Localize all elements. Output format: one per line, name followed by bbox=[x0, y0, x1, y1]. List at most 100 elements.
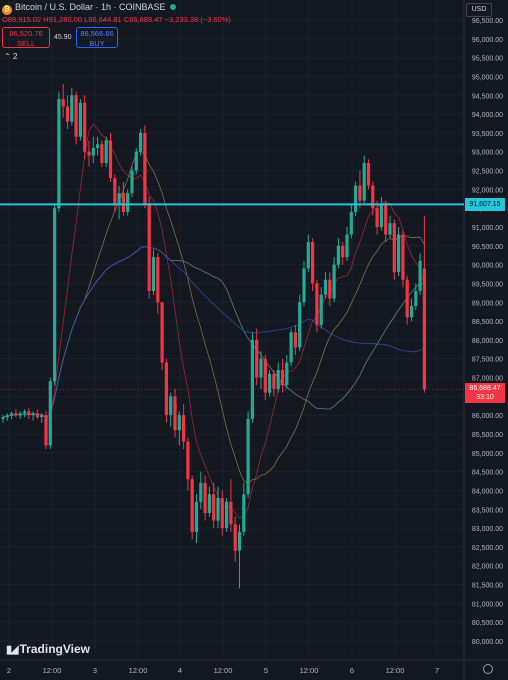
last-price-label: 86,688.47 33:10 bbox=[465, 383, 505, 404]
candle-body bbox=[259, 358, 263, 378]
indicators-toggle[interactable]: ⌃ 2 bbox=[4, 52, 17, 61]
tradingview-logo[interactable]: ▮◢ TradingView bbox=[6, 642, 90, 656]
tradingview-icon: ▮◢ bbox=[6, 644, 18, 656]
time-tick-label: 2 bbox=[7, 666, 11, 675]
candle-body bbox=[199, 482, 203, 502]
candle-body bbox=[143, 132, 147, 205]
time-tick-label: 3 bbox=[93, 666, 97, 675]
candle-body bbox=[57, 99, 61, 209]
indicators-count: 2 bbox=[12, 52, 18, 61]
candle-body bbox=[212, 494, 216, 521]
candle-body bbox=[233, 524, 237, 551]
candle-body bbox=[332, 264, 336, 299]
candle-body bbox=[40, 415, 44, 418]
candle-body bbox=[272, 373, 276, 389]
price-tick-label: 90,500.00 bbox=[472, 244, 503, 251]
candle-body bbox=[371, 185, 375, 209]
moving-average-line bbox=[2, 246, 425, 418]
price-tick-label: 91,000.00 bbox=[472, 225, 503, 232]
candle-body bbox=[96, 144, 100, 148]
candle-body bbox=[83, 102, 87, 152]
price-tick-label: 83,000.00 bbox=[472, 526, 503, 533]
candle-body bbox=[225, 501, 229, 529]
time-tick-label: 12:00 bbox=[43, 666, 62, 675]
price-tick-label: 82,000.00 bbox=[472, 564, 503, 571]
symbol-label: Bitcoin / U.S. Dollar · 1h · COINBASE bbox=[15, 2, 166, 12]
buy-label: BUY bbox=[89, 39, 105, 48]
sell-button[interactable]: 86,520.76 SELL bbox=[2, 27, 50, 48]
candle-body bbox=[422, 268, 426, 390]
candle-body bbox=[74, 95, 78, 137]
candle-body bbox=[414, 290, 418, 307]
currency-selector[interactable]: USD bbox=[466, 3, 492, 17]
candle-body bbox=[285, 362, 289, 386]
time-tick-label: 4 bbox=[178, 666, 182, 675]
candle-body bbox=[315, 283, 319, 325]
candle-body bbox=[151, 257, 156, 291]
price-tick-label: 95,500.00 bbox=[472, 56, 503, 63]
price-axis[interactable]: 96,500.00 96,000.00 95,500.00 95,000.00 94,5… bbox=[472, 18, 503, 646]
candle-body bbox=[160, 302, 164, 363]
price-tick-label: 96,500.00 bbox=[472, 18, 503, 25]
candle-body bbox=[108, 140, 113, 179]
candle-body bbox=[306, 242, 310, 269]
candle-body bbox=[91, 147, 95, 156]
candle-body bbox=[87, 151, 91, 156]
candle-body bbox=[280, 370, 285, 386]
candle-body bbox=[298, 302, 302, 348]
candle-body bbox=[319, 294, 323, 325]
candle-body bbox=[311, 242, 315, 284]
price-tick-label: 89,000.00 bbox=[472, 300, 503, 307]
candle-body bbox=[14, 413, 18, 416]
candle-body bbox=[250, 339, 254, 419]
price-tick-label: 80,500.00 bbox=[472, 620, 503, 627]
price-tick-label: 85,000.00 bbox=[472, 451, 503, 458]
price-tick-label: 95,000.00 bbox=[472, 74, 503, 81]
candle-body bbox=[5, 415, 9, 418]
settings-icon[interactable] bbox=[483, 664, 493, 674]
candle-body bbox=[255, 339, 259, 378]
candle-body bbox=[237, 531, 242, 551]
candle-body bbox=[70, 95, 74, 122]
candle-body bbox=[392, 223, 396, 273]
candle-body bbox=[384, 204, 388, 235]
candle-body bbox=[323, 279, 328, 295]
symbol-title[interactable]: ₿ Bitcoin / U.S. Dollar · 1h · COINBASE bbox=[2, 2, 176, 15]
price-tick-label: 80,000.00 bbox=[472, 639, 503, 646]
candle-body bbox=[1, 417, 5, 419]
price-levels bbox=[0, 203, 464, 390]
candle-body bbox=[134, 151, 138, 171]
candle-body bbox=[126, 193, 130, 212]
candle-body bbox=[229, 501, 233, 525]
buy-button[interactable]: 86,566.66 BUY bbox=[76, 27, 118, 48]
candle-body bbox=[194, 501, 199, 532]
candle-body bbox=[186, 441, 190, 480]
time-tick-label: 7 bbox=[435, 666, 439, 675]
sell-label: SELL bbox=[16, 39, 36, 48]
candle-body bbox=[362, 163, 366, 201]
price-tick-label: 85,500.00 bbox=[472, 432, 503, 439]
candle-body bbox=[173, 396, 177, 431]
candle-body bbox=[35, 413, 39, 418]
candle-body bbox=[375, 208, 379, 227]
brand-label: TradingView bbox=[19, 642, 90, 656]
candle-body bbox=[242, 494, 246, 532]
candle-body bbox=[117, 193, 121, 205]
candle-body bbox=[22, 411, 27, 414]
price-tick-label: 90,000.00 bbox=[472, 263, 503, 270]
candle-body bbox=[246, 418, 250, 495]
price-tick-label: 83,500.00 bbox=[472, 507, 503, 514]
candle-body bbox=[418, 260, 422, 291]
price-tick-label: 94,000.00 bbox=[472, 112, 503, 119]
candle-body bbox=[130, 170, 134, 194]
time-axis[interactable]: 2 12:00 3 12:00 4 12:00 5 12:00 6 12:00 7 bbox=[7, 666, 439, 675]
candle-body bbox=[139, 132, 143, 152]
candle-countdown: 33:10 bbox=[476, 394, 494, 402]
price-tick-label: 87,500.00 bbox=[472, 357, 503, 364]
candle-body bbox=[276, 370, 280, 389]
candle-body bbox=[203, 482, 207, 514]
chevron-up-icon: ⌃ bbox=[4, 52, 11, 61]
candle-body bbox=[164, 362, 168, 416]
candle-body bbox=[121, 193, 125, 212]
